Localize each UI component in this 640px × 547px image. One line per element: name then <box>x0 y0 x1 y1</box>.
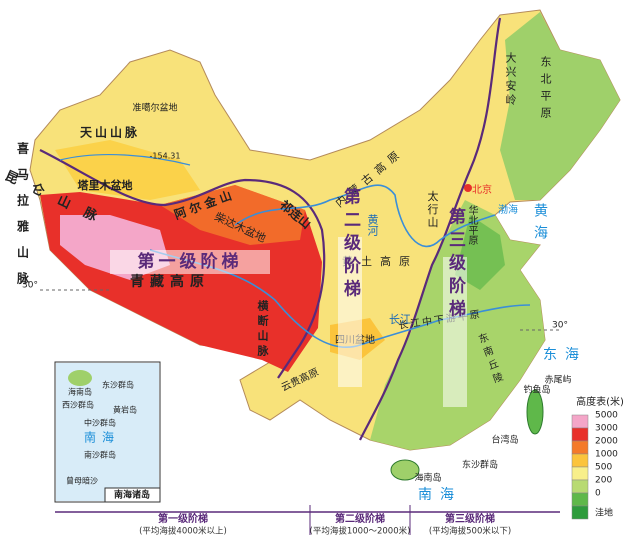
map-label: -154.31 <box>150 152 181 161</box>
footer-note: (平均海拔4000米以上) <box>139 526 227 537</box>
river-yellow <box>234 184 496 248</box>
legend-swatch <box>571 453 589 468</box>
legend-title: 高度表(米) <box>576 395 624 408</box>
legend-label: 洼地 <box>595 507 613 519</box>
inset-label: 南沙群岛 <box>84 450 116 460</box>
sea-label: 东海 <box>543 347 587 363</box>
river-tarim <box>59 153 191 166</box>
step-boundary-2 <box>359 17 502 441</box>
map-label: 横断山脉 <box>256 299 270 360</box>
inset-label: 西沙群岛 <box>62 400 94 410</box>
step-label: 第二级阶梯 <box>340 186 361 302</box>
sea-label: 渤海 <box>498 203 518 216</box>
map-label: 喜马拉雅山脉 <box>16 141 30 298</box>
inset-label: 南海 <box>84 430 120 445</box>
step-label: 第三级阶梯 <box>445 206 466 322</box>
map-label: 东北平原 <box>539 56 552 124</box>
legend-label: 500 <box>595 463 612 473</box>
island-label: 钓鱼岛 <box>523 384 550 396</box>
footer-title: 第二级阶梯 <box>335 512 385 525</box>
map-label: 华北平原 <box>466 204 478 245</box>
footer-title: 第一级阶梯 <box>158 512 208 525</box>
map-label: 塔里木盆地 <box>78 178 133 192</box>
plain-green <box>455 215 505 290</box>
legend-label: 2000 <box>595 437 618 447</box>
map-label: 准噶尔盆地 <box>132 102 177 114</box>
legend-swatch <box>571 427 589 442</box>
step-boundary-1 <box>39 149 326 379</box>
footer-note: (平均海拔1000～2000米) <box>310 526 411 537</box>
inset-title: 南海诸岛 <box>114 489 150 501</box>
latitude-label: 30° <box>552 321 568 331</box>
legend-swatch <box>571 414 589 429</box>
step-label-bg <box>338 237 362 387</box>
step-label: 第一级阶梯 <box>138 251 243 272</box>
legend-swatch <box>571 479 589 494</box>
beijing-star <box>464 184 472 192</box>
map-label: 长江 <box>389 313 411 326</box>
legend-label: 1000 <box>595 450 618 460</box>
latitude-label: 30° <box>22 281 38 291</box>
inset-label: 东沙群岛 <box>102 380 134 390</box>
legend-label: 200 <box>595 476 612 486</box>
inset-island <box>68 370 92 386</box>
northeast-green <box>500 12 620 200</box>
plateau-orange <box>160 185 305 245</box>
legend-label: 3000 <box>595 424 618 434</box>
sea-label: 南海 <box>418 487 462 503</box>
inset-label: 曾母暗沙 <box>66 476 98 486</box>
footer-title: 第三级阶梯 <box>445 512 495 525</box>
island-label: 台湾岛 <box>491 434 518 446</box>
legend-swatch <box>571 505 589 520</box>
map-label: 北京 <box>472 183 492 196</box>
step-label-bg <box>110 250 270 274</box>
step-label-bg <box>443 257 467 407</box>
legend-swatch <box>571 440 589 455</box>
inset-label: 中沙群岛 <box>84 418 116 428</box>
inset-title-box <box>104 487 161 503</box>
map-label: 太行山 <box>426 190 439 229</box>
map-label: 黄河 <box>366 213 379 236</box>
map-label: 天山山脉 <box>80 125 140 140</box>
hainan-island <box>390 459 420 481</box>
inset-sea <box>56 363 159 501</box>
inset-label: 海南岛 <box>68 387 92 397</box>
legend-label: 5000 <box>595 411 618 421</box>
legend-swatch <box>571 466 589 481</box>
map-label: 大兴安岭 <box>504 51 517 108</box>
map-label: 青藏高原 <box>130 273 210 290</box>
island-label: 赤尾屿 <box>544 375 571 386</box>
legend-label: 0 <box>595 489 601 499</box>
island-label: 海南岛 <box>414 472 441 484</box>
sea-label: 黄海 <box>532 202 548 247</box>
legend-swatch <box>571 492 589 507</box>
island-label: 东沙群岛 <box>462 459 498 471</box>
inset-label: 黄岩岛 <box>113 405 137 415</box>
taiwan-island <box>526 389 544 435</box>
footer-note: (平均海拔500米以下) <box>429 526 511 537</box>
